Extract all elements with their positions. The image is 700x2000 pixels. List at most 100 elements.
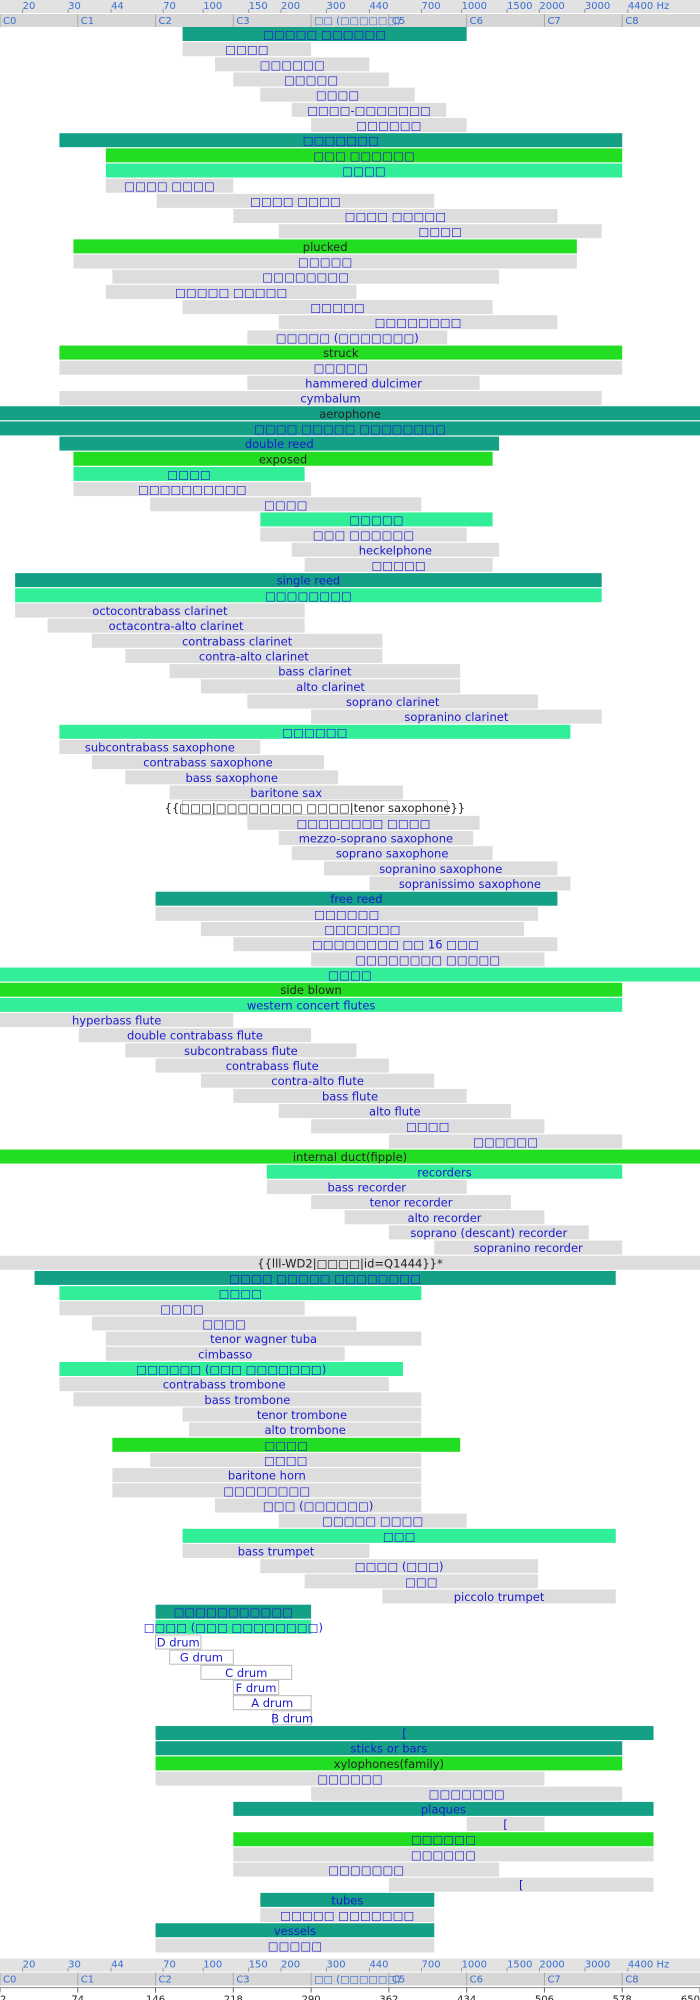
row-label: □□□□ □□□□□ bbox=[345, 210, 446, 224]
range-bar bbox=[434, 1240, 623, 1255]
row-label: xylophones(family) bbox=[334, 1757, 444, 1771]
range-bar bbox=[15, 588, 602, 603]
freq-label: 3000 bbox=[585, 1, 610, 12]
row-label: □□□□ bbox=[219, 1287, 262, 1301]
range-bar bbox=[155, 1619, 312, 1634]
range-bar bbox=[233, 72, 389, 87]
range-bar bbox=[388, 1134, 623, 1149]
note-label: C3 bbox=[236, 1975, 249, 1986]
row-label: tenor recorder bbox=[370, 1196, 453, 1210]
row-label: cimbasso bbox=[198, 1347, 252, 1361]
freq-label: 20 bbox=[23, 1, 36, 12]
range-bar bbox=[182, 27, 467, 41]
x-tick-label: 650 bbox=[681, 1995, 700, 2000]
range-bar bbox=[91, 1316, 357, 1331]
range-bar bbox=[155, 1058, 389, 1073]
freq-label: 100 bbox=[203, 1960, 222, 1971]
range-bar bbox=[73, 254, 577, 269]
row-label: □□□ bbox=[383, 1529, 416, 1543]
row-label: contrabass flute bbox=[226, 1059, 319, 1073]
note-label: C5 bbox=[392, 16, 405, 27]
freq-label: 150 bbox=[249, 1, 268, 12]
row-label: □□□□ (□□□ □□□□□□□□) bbox=[144, 1620, 323, 1634]
note-label: C1 bbox=[81, 1975, 94, 1986]
range-bar bbox=[112, 269, 500, 284]
row-label: □□□□ bbox=[167, 467, 210, 481]
row-label: [ bbox=[402, 1727, 407, 1741]
x-tick-label: 218 bbox=[224, 1995, 243, 2000]
row-label: □□□□□□□□ bbox=[262, 270, 349, 284]
row-label: □□□□ bbox=[264, 498, 307, 512]
row-label: {{□□□|□□□□□□□□ □□□□|tenor saxophone}} bbox=[165, 801, 465, 815]
freq-label: 440 bbox=[369, 1, 388, 12]
range-bar bbox=[260, 1908, 435, 1923]
freq-label: 30 bbox=[68, 1, 81, 12]
range-bar bbox=[59, 360, 623, 375]
range-bar bbox=[278, 1104, 511, 1119]
row-label: □□□□□ bbox=[298, 255, 352, 269]
range-bar bbox=[34, 1270, 616, 1285]
range-bar bbox=[182, 300, 493, 315]
row-label: □□□□ bbox=[225, 43, 268, 57]
freq-label: 1000 bbox=[462, 1, 487, 12]
row-label: bass recorder bbox=[327, 1180, 406, 1194]
range-bar bbox=[112, 1483, 422, 1498]
range-bar bbox=[266, 1179, 467, 1194]
range-bar bbox=[233, 937, 558, 952]
row-label: {{lll-WD2|□□□□|id=Q1444}}* bbox=[257, 1256, 443, 1270]
range-bar bbox=[59, 739, 261, 754]
note-label: C5 bbox=[392, 1975, 405, 1986]
row-label: recorders bbox=[417, 1165, 472, 1179]
row-label: □□□□□□□□ □□□□ bbox=[296, 816, 430, 830]
range-bar bbox=[0, 1255, 700, 1270]
range-bar bbox=[311, 118, 467, 133]
range-bar bbox=[0, 967, 700, 982]
note-label: C3 bbox=[236, 16, 249, 27]
range-bar bbox=[105, 1331, 422, 1346]
row-label: soprano saxophone bbox=[336, 847, 449, 861]
row-label: □□□□ bbox=[328, 968, 371, 982]
note-label: C0 bbox=[3, 1975, 16, 1986]
range-bar bbox=[233, 209, 558, 224]
range-bar bbox=[344, 1210, 545, 1225]
range-bar bbox=[311, 1195, 511, 1210]
axis-band bbox=[0, 0, 700, 13]
range-bar bbox=[15, 573, 602, 588]
range-bar bbox=[200, 922, 524, 937]
range-bar bbox=[291, 102, 447, 117]
row-label: bass flute bbox=[322, 1089, 378, 1103]
range-bar bbox=[278, 315, 558, 330]
range-bar bbox=[189, 1422, 422, 1437]
freq-label: 4400 Hz bbox=[628, 1, 669, 12]
row-label: sopranissimo saxophone bbox=[399, 877, 541, 891]
range-bar bbox=[233, 1862, 500, 1877]
range-bar bbox=[105, 284, 357, 299]
range-bar bbox=[232, 1680, 280, 1696]
range-bar bbox=[272, 1710, 312, 1726]
range-bar bbox=[78, 1028, 312, 1043]
row-label: □□□□□ (□□□□□□□) bbox=[276, 331, 419, 345]
freq-label: 2000 bbox=[539, 1960, 564, 1971]
freq-label: 4400 Hz bbox=[628, 1960, 669, 1971]
row-label: baritone sax bbox=[250, 786, 322, 800]
row-label: □□□□□□ bbox=[473, 1135, 538, 1149]
row-label: B drum bbox=[271, 1711, 313, 1725]
x-tick-label: 578 bbox=[613, 1995, 632, 2000]
row-label: □□□□□□□□ □□ 16 □□□ bbox=[312, 938, 479, 952]
range-bar bbox=[125, 648, 383, 663]
range-bar bbox=[182, 800, 448, 816]
row-label: □□□□□□□ bbox=[429, 1787, 505, 1801]
range-bar bbox=[278, 831, 474, 846]
row-label: □□□□□□□□ bbox=[265, 589, 352, 603]
row-label: □□□□ □□□□□ □□□□□□□□ bbox=[229, 1271, 421, 1285]
row-label: octocontrabass clarinet bbox=[92, 604, 228, 618]
range-bar bbox=[233, 1088, 467, 1103]
row-label: free reed bbox=[330, 892, 382, 906]
note-label: C6 bbox=[470, 1975, 483, 1986]
row-label: □□□□□□□ bbox=[324, 923, 400, 937]
freq-label: 300 bbox=[326, 1, 345, 12]
range-bar bbox=[169, 785, 403, 800]
range-bar bbox=[200, 679, 461, 694]
range-bar bbox=[59, 1286, 422, 1301]
row-label: □□□□ bbox=[316, 88, 359, 102]
